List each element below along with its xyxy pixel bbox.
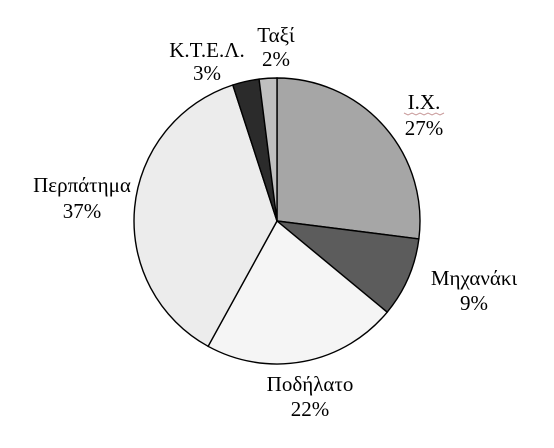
slice-percent-label: 37% bbox=[63, 199, 102, 223]
slice-label: Ταξί bbox=[257, 23, 295, 47]
spellcheck-underline bbox=[403, 112, 445, 116]
pie-slice bbox=[258, 77, 278, 222]
slice-label: Ποδήλατο bbox=[267, 372, 354, 396]
slice-label: Περπάτημα bbox=[33, 173, 131, 197]
pie-slice bbox=[133, 84, 278, 348]
slice-percent-label: 27% bbox=[405, 116, 444, 140]
slice-percent-label: 2% bbox=[262, 47, 290, 71]
slice-percent-label: 22% bbox=[291, 397, 330, 421]
pie-slice bbox=[274, 220, 420, 314]
pie-slice bbox=[276, 77, 421, 240]
slice-percent-label: 9% bbox=[460, 291, 488, 315]
slice-label: Ι.Χ. bbox=[408, 90, 441, 114]
slices-group bbox=[133, 77, 421, 365]
pie-slice bbox=[207, 219, 389, 365]
slice-percent-label: 3% bbox=[193, 61, 221, 85]
slice-label: Κ.Τ.Ε.Λ. bbox=[169, 38, 245, 62]
slice-label: Μηχανάκι bbox=[431, 266, 518, 290]
